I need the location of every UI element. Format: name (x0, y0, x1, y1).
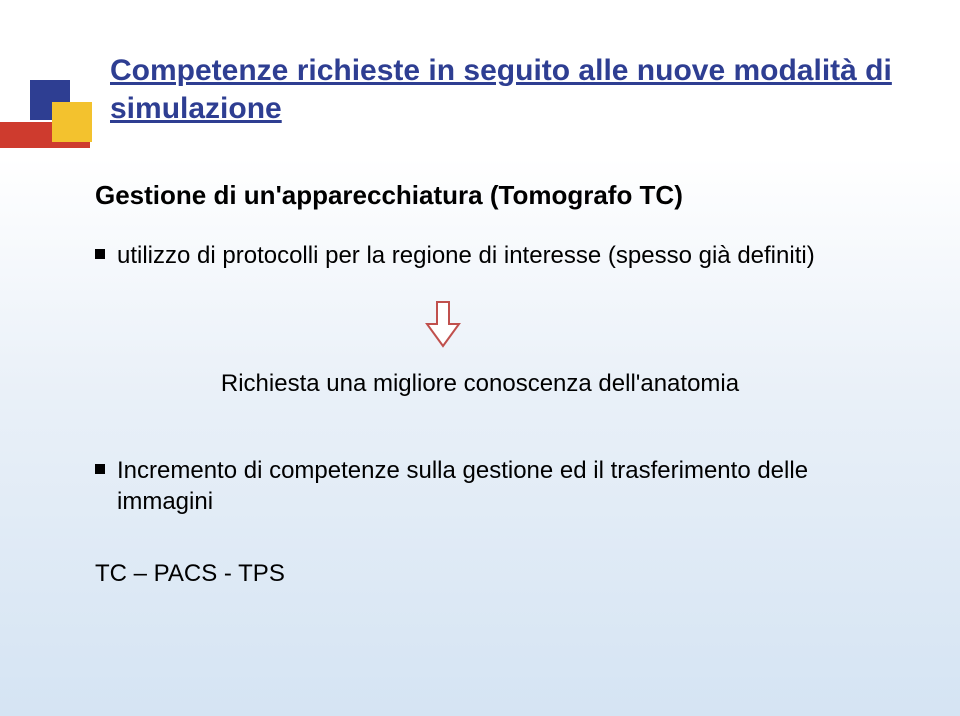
slide: Competenze richieste in seguito alle nuo… (0, 0, 960, 716)
down-arrow-icon (425, 300, 461, 355)
yellow-square (52, 102, 92, 142)
centered-line: Richiesta una migliore conoscenza dell'a… (0, 370, 960, 398)
subheading: Gestione di un'apparecchiatura (Tomograf… (95, 180, 683, 211)
bullet-text-1: utilizzo di protocolli per la regione di… (117, 240, 815, 271)
footer-line: TC – PACS - TPS (95, 560, 285, 588)
bullet-square-icon (95, 249, 105, 259)
bullet-text-2: Incremento di competenze sulla gestione … (117, 455, 900, 517)
bullet-item-2: Incremento di competenze sulla gestione … (95, 455, 900, 517)
bullet-square-icon (95, 464, 105, 474)
bullet-item-1: utilizzo di protocolli per la regione di… (95, 240, 900, 271)
slide-title: Competenze richieste in seguito alle nuo… (110, 52, 900, 127)
